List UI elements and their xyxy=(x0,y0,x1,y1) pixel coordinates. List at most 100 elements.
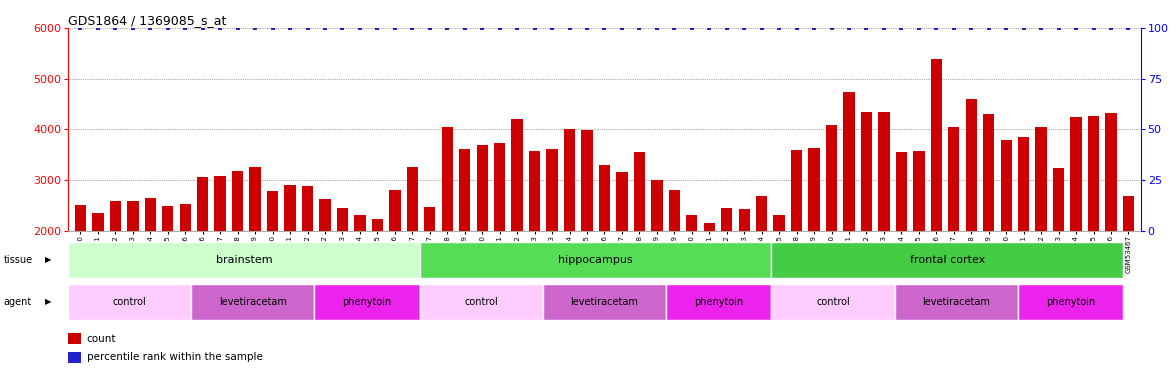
Bar xyxy=(843,92,855,231)
Point xyxy=(1067,25,1085,31)
Point xyxy=(857,25,876,31)
Point xyxy=(490,25,509,31)
Bar xyxy=(666,284,771,320)
Text: frontal cortex: frontal cortex xyxy=(910,255,985,265)
Bar xyxy=(68,242,420,278)
Point xyxy=(193,25,212,31)
Point xyxy=(1014,25,1033,31)
Bar xyxy=(563,129,575,231)
Point xyxy=(560,25,579,31)
Bar xyxy=(314,284,420,320)
Point xyxy=(700,25,719,31)
Bar xyxy=(669,190,680,231)
Bar xyxy=(109,201,121,231)
Bar xyxy=(771,242,1123,278)
Point xyxy=(822,25,841,31)
Text: GDS1864 / 1369085_s_at: GDS1864 / 1369085_s_at xyxy=(68,14,227,27)
Bar xyxy=(68,352,80,363)
Bar xyxy=(771,284,895,320)
Text: levetiracetam: levetiracetam xyxy=(219,297,287,307)
Bar xyxy=(162,206,173,231)
Bar xyxy=(302,186,313,231)
Point xyxy=(473,25,492,31)
Bar xyxy=(214,176,226,231)
Bar xyxy=(1036,127,1047,231)
Bar xyxy=(948,127,960,231)
Point xyxy=(368,25,387,31)
Point xyxy=(420,25,439,31)
Bar xyxy=(285,185,295,231)
Point xyxy=(228,25,247,31)
Point xyxy=(88,25,107,31)
Point xyxy=(1084,25,1103,31)
Point xyxy=(315,25,334,31)
Point xyxy=(542,25,561,31)
Point xyxy=(735,25,754,31)
Bar xyxy=(336,208,348,231)
Bar xyxy=(372,219,383,231)
Text: phenytoin: phenytoin xyxy=(694,297,743,307)
Bar xyxy=(774,215,784,231)
Point xyxy=(211,25,229,31)
Point xyxy=(875,25,894,31)
Bar xyxy=(68,333,80,344)
Bar xyxy=(425,207,435,231)
Point xyxy=(840,25,858,31)
Point xyxy=(403,25,422,31)
Text: brainstem: brainstem xyxy=(215,255,273,265)
Bar xyxy=(634,152,646,231)
Bar xyxy=(192,284,314,320)
Point xyxy=(980,25,998,31)
Bar xyxy=(686,215,697,231)
Bar xyxy=(896,152,907,231)
Bar xyxy=(581,130,593,231)
Point xyxy=(508,25,527,31)
Point xyxy=(909,25,928,31)
Bar xyxy=(320,199,330,231)
Point xyxy=(753,25,771,31)
Point xyxy=(437,25,456,31)
Text: control: control xyxy=(113,297,147,307)
Point xyxy=(159,25,178,31)
Bar xyxy=(441,127,453,231)
Text: phenytoin: phenytoin xyxy=(1045,297,1095,307)
Bar xyxy=(1001,140,1011,231)
Text: percentile rank within the sample: percentile rank within the sample xyxy=(87,352,262,362)
Bar xyxy=(616,172,628,231)
Point xyxy=(997,25,1016,31)
Text: levetiracetam: levetiracetam xyxy=(922,297,990,307)
Text: control: control xyxy=(816,297,850,307)
Point xyxy=(106,25,125,31)
Point xyxy=(613,25,632,31)
Point xyxy=(682,25,701,31)
Bar xyxy=(543,284,666,320)
Point xyxy=(526,25,544,31)
Text: hippocampus: hippocampus xyxy=(559,255,633,265)
Point xyxy=(1049,25,1068,31)
Bar xyxy=(791,150,802,231)
Point xyxy=(630,25,649,31)
Bar xyxy=(914,151,924,231)
Bar xyxy=(512,119,523,231)
Point xyxy=(298,25,316,31)
Bar xyxy=(808,148,820,231)
Bar xyxy=(75,206,86,231)
Text: tissue: tissue xyxy=(4,255,33,265)
Point xyxy=(595,25,614,31)
Point xyxy=(962,25,981,31)
Bar xyxy=(983,114,995,231)
Point xyxy=(246,25,265,31)
Point xyxy=(664,25,683,31)
Point xyxy=(893,25,911,31)
Bar xyxy=(1088,116,1100,231)
Text: agent: agent xyxy=(4,297,32,307)
Bar xyxy=(826,125,837,231)
Bar xyxy=(407,167,417,231)
Bar xyxy=(1070,117,1082,231)
Bar xyxy=(756,196,768,231)
Bar xyxy=(861,112,873,231)
Point xyxy=(263,25,282,31)
Bar xyxy=(652,180,662,231)
Point xyxy=(123,25,142,31)
Point xyxy=(770,25,789,31)
